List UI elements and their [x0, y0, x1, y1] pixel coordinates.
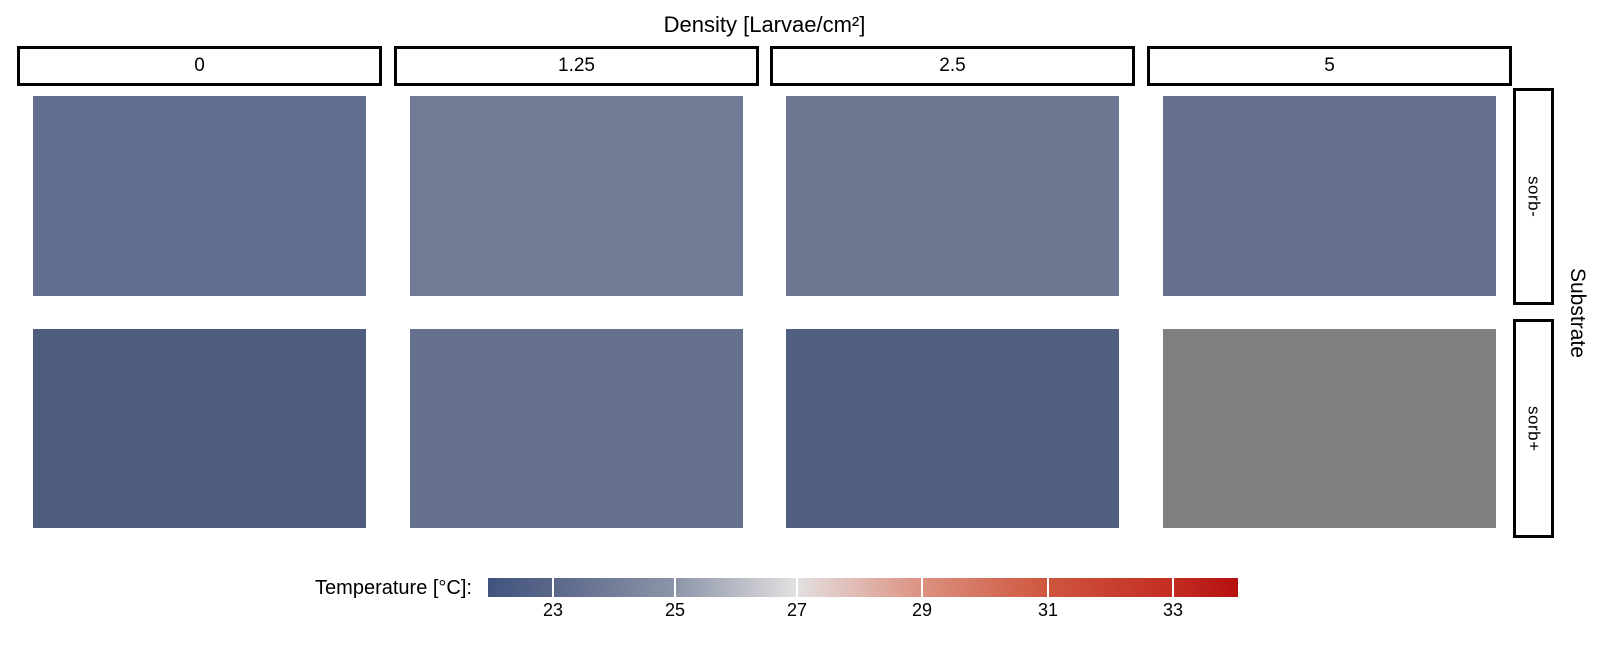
row-strip-sorb-minus: sorb- — [1513, 88, 1554, 305]
colorbar-tick-label-29: 29 — [911, 600, 933, 620]
density-axis-title: Density [Larvae/cm²] — [663, 12, 866, 37]
colorbar-tick-label-27: 27 — [786, 600, 808, 620]
heatmap-tile-sorbminus-1-25 — [410, 96, 743, 296]
row-strip-label: sorb+ — [1524, 405, 1544, 452]
col-strip-label: 2.5 — [939, 55, 966, 76]
heatmap-tile-sorbminus-0 — [33, 96, 366, 296]
substrate-axis-title: Substrate — [1566, 268, 1589, 358]
row-strip-sorb-plus: sorb+ — [1513, 319, 1554, 538]
heatmap-tile-sorbplus-1-25 — [410, 329, 743, 528]
colorbar-tick-27 — [796, 578, 798, 597]
col-strip-density-1-25: 1.25 — [394, 46, 759, 86]
heatmap-tile-sorbminus-5 — [1163, 96, 1496, 296]
heatmap-tile-sorbplus-2-5 — [786, 329, 1119, 528]
colorbar-tick-label-25: 25 — [664, 600, 686, 620]
col-strip-label: 0 — [194, 55, 205, 76]
colorbar-tick-31 — [1047, 578, 1049, 597]
colorbar-tick-labels: 23 25 27 29 31 33 — [488, 600, 1238, 622]
heatmap-tile-sorbminus-2-5 — [786, 96, 1119, 296]
col-strip-label: 1.25 — [558, 55, 595, 76]
heatmap-tile-sorbplus-0 — [33, 329, 366, 528]
heatmap-tile-sorbplus-5-na — [1163, 329, 1496, 528]
col-strip-density-0: 0 — [17, 46, 382, 86]
colorbar-tick-33 — [1172, 578, 1174, 597]
col-strip-density-2-5: 2.5 — [770, 46, 1135, 86]
colorbar-tick-label-31: 31 — [1037, 600, 1059, 620]
colorbar-tick-25 — [674, 578, 676, 597]
col-strip-label: 5 — [1324, 55, 1335, 76]
legend-title: Temperature [°C]: — [315, 577, 472, 599]
temperature-colorbar — [488, 578, 1238, 597]
colorbar-tick-23 — [552, 578, 554, 597]
colorbar-tick-label-33: 33 — [1162, 600, 1184, 620]
col-strip-density-5: 5 — [1147, 46, 1512, 86]
colorbar-tick-29 — [921, 578, 923, 597]
row-strip-label: sorb- — [1524, 175, 1544, 218]
colorbar-tick-label-23: 23 — [542, 600, 564, 620]
